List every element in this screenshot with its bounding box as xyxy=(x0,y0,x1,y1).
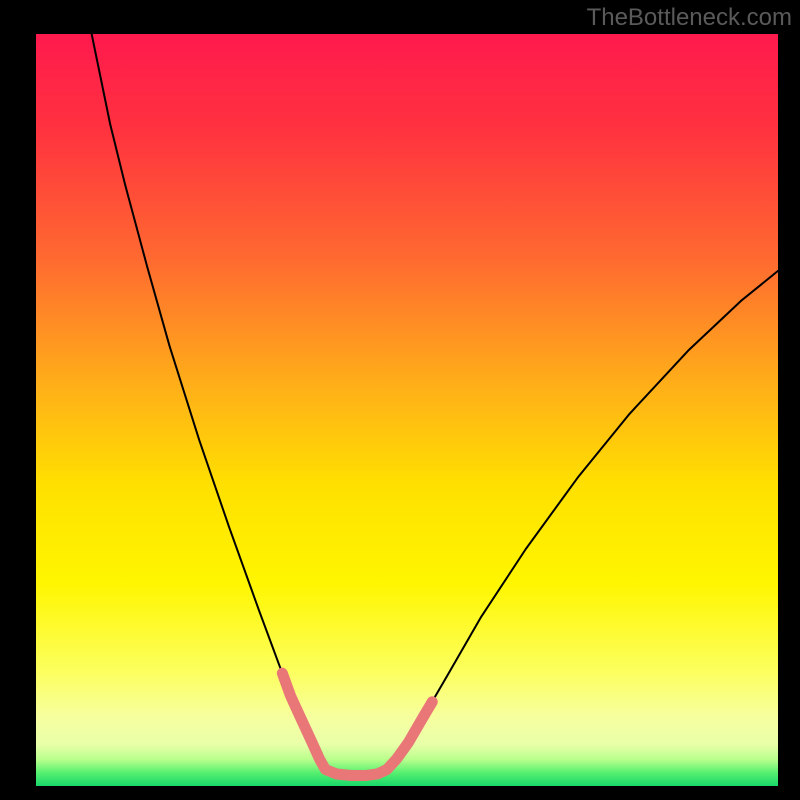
gradient-background xyxy=(36,34,778,786)
watermark-label: TheBottleneck.com xyxy=(587,4,792,32)
plot-svg xyxy=(36,34,778,786)
chart-stage: TheBottleneck.com xyxy=(0,0,800,800)
plot-area xyxy=(36,34,778,786)
